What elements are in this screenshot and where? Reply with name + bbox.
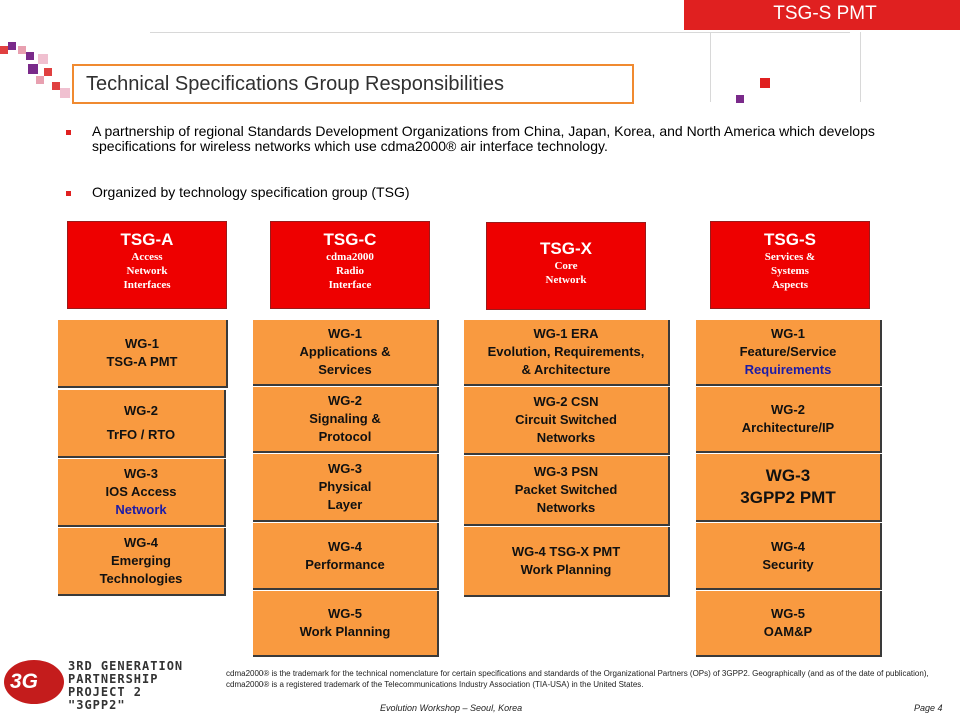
tsg-x-sub: Core [554, 260, 578, 272]
tsg-a-box: TSG-A Access Network Interfaces [67, 221, 227, 309]
tsg-a-sub: Access [131, 251, 163, 263]
wg-box: WG-4 Performance [253, 523, 439, 590]
wg-box: WG-4 Emerging Technologies [58, 528, 226, 596]
right-rule [710, 32, 711, 102]
wg-box: WG-1 Applications & Services [253, 320, 439, 386]
wg-box: WG-3 PSN Packet Switched Networks [464, 456, 670, 526]
bullet-marker [66, 130, 71, 135]
wg-box: WG-2 TrFO / RTO [58, 390, 226, 458]
bullet-2: Organized by technology specification gr… [92, 184, 410, 200]
wg-box: WG-3 3GPP2 PMT [696, 454, 882, 522]
tsg-s-sub: Services & [764, 251, 816, 263]
logo-badge: 3G [10, 670, 39, 693]
deco-square [52, 82, 60, 90]
title-box [72, 64, 634, 104]
wg-box: WG-2 Signaling & Protocol [253, 387, 439, 453]
wg-box: WG-3 IOS Access Network [58, 459, 226, 527]
page-title: Technical Specifications Group Responsib… [86, 73, 504, 95]
deco-square [18, 46, 26, 54]
tsg-c-sub: Radio [335, 265, 365, 277]
tsg-a-sub: Network [126, 265, 168, 277]
tsg-x-box: TSG-X Core Network [486, 222, 646, 310]
tsg-s-title: TSG-S [764, 230, 816, 249]
logo-wordmark: 3RD GENERATION PARTNERSHIP PROJECT 2 "3G… [68, 659, 184, 712]
deco-square [26, 52, 34, 60]
tsg-c-box: TSG-C cdma2000 Radio Interface [270, 221, 430, 309]
tsg-a-title: TSG-A [120, 230, 174, 249]
wg-box: WG-3 Physical Layer [253, 454, 439, 522]
wg-box: WG-5 Work Planning [253, 591, 439, 657]
page-number: Page 4 [914, 703, 943, 713]
3gpp2-logo [4, 660, 64, 704]
tsg-c-sub: cdma2000 [326, 251, 374, 263]
bullet-1: A partnership of regional Standards Deve… [92, 123, 875, 154]
tsg-s-box: TSG-S Services & Systems Aspects [710, 221, 870, 309]
header-bar [684, 0, 960, 30]
header-tag: TSG-S PMT [773, 3, 877, 24]
top-rule [150, 32, 850, 33]
deco-square [36, 76, 44, 84]
deco-square [38, 54, 48, 64]
deco-square [44, 68, 52, 76]
bullet-marker [66, 191, 71, 196]
tsg-a-sub: Interfaces [123, 279, 171, 291]
tsg-x-sub: Network [545, 274, 587, 286]
deco-square [28, 64, 38, 74]
deco-square [760, 78, 770, 88]
tsg-x-title: TSG-X [540, 239, 592, 258]
wg-box: WG-1 Feature/Service Requirements [696, 320, 882, 386]
right-rule-2 [860, 32, 861, 102]
tsg-c-title: TSG-C [323, 230, 377, 249]
footer-event: Evolution Workshop – Seoul, Korea [380, 703, 523, 713]
tsg-c-sub: Interface [328, 279, 372, 291]
deco-square [0, 46, 8, 54]
wg-box: WG-4 TSG-X PMT Work Planning [464, 527, 670, 597]
wg-box: WG-1 ERA Evolution, Requirements, & Arch… [464, 320, 670, 386]
deco-square [8, 42, 16, 50]
wg-box: WG-5 OAM&P [696, 591, 882, 657]
tsg-s-sub: Systems [771, 265, 809, 277]
trademark-note: cdma2000® is the trademark for the techn… [226, 669, 929, 689]
wg-box: WG-2 CSN Circuit Switched Networks [464, 387, 670, 455]
deco-square [60, 88, 70, 98]
wg-box: WG-2 Architecture/IP [696, 387, 882, 453]
deco-square [736, 95, 744, 103]
wg-box: WG-1 TSG-A PMT [58, 320, 228, 388]
wg-box: WG-4 Security [696, 523, 882, 590]
tsg-s-sub: Aspects [771, 279, 809, 291]
